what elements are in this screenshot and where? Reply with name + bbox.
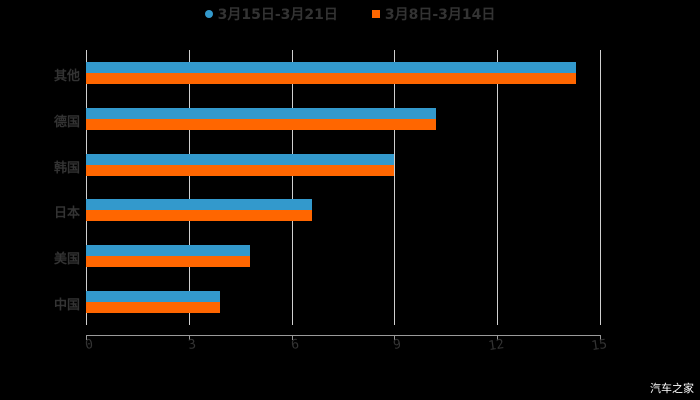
- legend-circle-icon: [204, 10, 213, 18]
- x-tick-label: 12: [487, 337, 506, 355]
- gridline: [497, 50, 498, 325]
- gridline: [189, 50, 190, 325]
- y-category-label: 中国: [53, 298, 80, 313]
- x-tick-label: 6: [290, 337, 301, 353]
- y-category-label: 美国: [53, 252, 80, 267]
- legend-item-series-1[interactable]: 3月15日-3月21日: [204, 4, 338, 24]
- axis-tick: [394, 335, 395, 340]
- gridline: [394, 50, 395, 325]
- y-category-label: 日本: [53, 206, 80, 221]
- legend-square-icon: [371, 10, 380, 18]
- bar-series-1[interactable]: [86, 291, 220, 302]
- bar-series-2[interactable]: [86, 165, 394, 176]
- bar-series-1[interactable]: [86, 154, 394, 165]
- axis-tick: [600, 335, 601, 340]
- y-category-label: 德国: [53, 115, 80, 130]
- legend-item-series-2[interactable]: 3月8日-3月14日: [371, 4, 496, 24]
- legend-label: 3月15日-3月21日: [217, 7, 338, 23]
- gridline: [292, 50, 293, 325]
- bar-series-1[interactable]: [86, 199, 312, 210]
- watermark: 汽车之家: [650, 382, 694, 395]
- y-category-label: 其他: [53, 69, 80, 84]
- bar-series-2[interactable]: [86, 119, 436, 130]
- gridline: [86, 50, 87, 325]
- axis-tick: [86, 335, 87, 340]
- y-category-label: 韩国: [53, 161, 80, 176]
- gridline: [600, 50, 601, 325]
- x-axis-line: [86, 335, 601, 336]
- x-tick-label: 9: [392, 337, 403, 353]
- axis-tick: [292, 335, 293, 340]
- bar-series-2[interactable]: [86, 210, 312, 221]
- legend-label: 3月8日-3月14日: [384, 7, 496, 23]
- x-tick-label: 15: [590, 337, 609, 355]
- bar-series-1[interactable]: [86, 108, 436, 119]
- bar-series-2[interactable]: [86, 73, 576, 84]
- axis-tick: [189, 335, 190, 340]
- bar-series-2[interactable]: [86, 256, 250, 267]
- x-tick-label: 3: [187, 337, 198, 353]
- axis-tick: [497, 335, 498, 340]
- x-tick-label: 0: [84, 337, 95, 353]
- bar-series-1[interactable]: [86, 62, 576, 73]
- bar-series-2[interactable]: [86, 302, 220, 313]
- bar-series-1[interactable]: [86, 245, 250, 256]
- chart-legend: 3月15日-3月21日 3月8日-3月14日: [0, 4, 700, 24]
